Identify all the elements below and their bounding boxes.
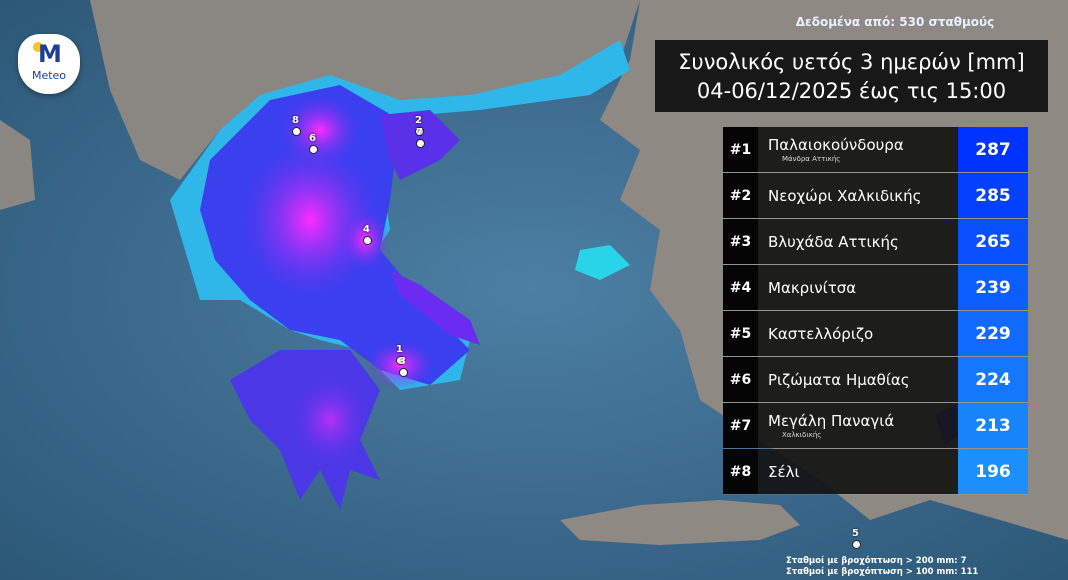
station-marker (399, 368, 408, 377)
hotspot-central (240, 140, 380, 300)
station-cell: Μακρινίτσα (758, 265, 958, 310)
station-name: Μακρινίτσα (768, 278, 857, 297)
ranking-table: #1 Παλαιοκούνδουρα Μάνδρα Αττικής 287 #2 Νεοχ… (723, 127, 1028, 495)
ranking-row: #3 Βλυχάδα Αττικής 265 (723, 219, 1028, 265)
logo-text: Meteo (31, 69, 67, 82)
rainfall-value: 213 (958, 403, 1028, 448)
station-name: Ριζώματα Ημαθίας (768, 370, 910, 389)
rank-number: #3 (723, 219, 758, 264)
station-marker (396, 356, 405, 365)
station-marker (416, 139, 425, 148)
station-marker-label: 4 (363, 224, 370, 235)
station-marker (292, 127, 301, 136)
station-marker-label: 2 (415, 115, 422, 126)
hotspot-peloponnese (290, 375, 370, 465)
hotspot-attica (365, 340, 435, 390)
station-marker-label: 1 (396, 344, 403, 355)
station-cell: Μεγάλη Παναγιά Χαλκιδικής (758, 403, 958, 448)
sun-icon (33, 42, 43, 52)
meteo-logo: M Meteo (18, 34, 80, 94)
station-name: Παλαιοκούνδουρα (768, 136, 904, 154)
lesvos-rain (575, 245, 630, 280)
ranking-row: #1 Παλαιοκούνδουρα Μάνδρα Αττικής 287 (723, 127, 1028, 173)
rainfall-value: 287 (958, 127, 1028, 172)
ranking-row: #6 Ριζώματα Ημαθίας 224 (723, 357, 1028, 403)
station-cell: Σέλι (758, 449, 958, 494)
footer-stats: Σταθμοί με βροχόπτωση > 200 mm: 7 Σταθμο… (786, 556, 978, 578)
station-marker-label: 5 (852, 528, 859, 539)
crete-land (560, 500, 800, 545)
station-cell: Νεοχώρι Χαλκιδικής (758, 173, 958, 218)
footer-line2: Σταθμοί με βροχόπτωση > 100 mm: 111 (786, 567, 979, 577)
ranking-row: #8 Σέλι 196 (723, 449, 1028, 495)
station-cell: Ριζώματα Ημαθίας (758, 357, 958, 402)
rainfall-value: 229 (958, 311, 1028, 356)
rainfall-value: 265 (958, 219, 1028, 264)
title-line2: 04-06/12/2025 έως τις 15:00 (696, 79, 1007, 103)
station-marker-label: 3 (399, 356, 406, 367)
title-box: Συνολικός υετός 3 ημερών [mm] 04-06/12/2… (655, 40, 1048, 112)
station-marker-label: 6 (309, 133, 316, 144)
station-cell: Παλαιοκούνδουρα Μάνδρα Αττικής (758, 127, 958, 172)
station-name: Μεγάλη Παναγιά (768, 412, 895, 430)
ranking-row: #4 Μακρινίτσα 239 (723, 265, 1028, 311)
italy-land (0, 120, 35, 210)
rank-number: #7 (723, 403, 758, 448)
station-marker-label: 7 (416, 127, 423, 138)
hotspot-north (280, 95, 360, 165)
rainfall-value: 196 (958, 449, 1028, 494)
footer-line1: Σταθμοί με βροχόπτωση > 200 mm: 7 (786, 556, 967, 566)
station-name: Σέλι (768, 462, 800, 481)
station-name: Καστελλόριζο (768, 324, 874, 343)
station-marker (363, 236, 372, 245)
rank-number: #6 (723, 357, 758, 402)
station-cell: Βλυχάδα Αττικής (758, 219, 958, 264)
ranking-row: #7 Μεγάλη Παναγιά Χαλκιδικής 213 (723, 403, 1028, 449)
station-marker (852, 540, 861, 549)
station-name: Νεοχώρι Χαλκιδικής (768, 186, 922, 205)
title-line1: Συνολικός υετός 3 ημερών [mm] (678, 50, 1025, 74)
ranking-row: #2 Νεοχώρι Χαλκιδικής 285 (723, 173, 1028, 219)
rank-number: #1 (723, 127, 758, 172)
station-region: Χαλκιδικής (782, 431, 822, 439)
station-marker (309, 145, 318, 154)
station-marker (415, 127, 424, 136)
station-cell: Καστελλόριζο (758, 311, 958, 356)
rank-number: #2 (723, 173, 758, 218)
euboea-rain (390, 270, 480, 345)
rank-number: #8 (723, 449, 758, 494)
rank-number: #5 (723, 311, 758, 356)
rainfall-value: 224 (958, 357, 1028, 402)
station-region: Μάνδρα Αττικής (782, 155, 841, 163)
station-name: Βλυχάδα Αττικής (768, 232, 899, 251)
source-note: Δεδομένα από: 530 σταθμούς (795, 15, 995, 29)
rank-number: #4 (723, 265, 758, 310)
rainfall-value: 285 (958, 173, 1028, 218)
logo-m-icon: M (38, 40, 62, 68)
rainfall-value: 239 (958, 265, 1028, 310)
station-marker-label: 8 (292, 115, 299, 126)
ranking-row: #5 Καστελλόριζο 229 (723, 311, 1028, 357)
